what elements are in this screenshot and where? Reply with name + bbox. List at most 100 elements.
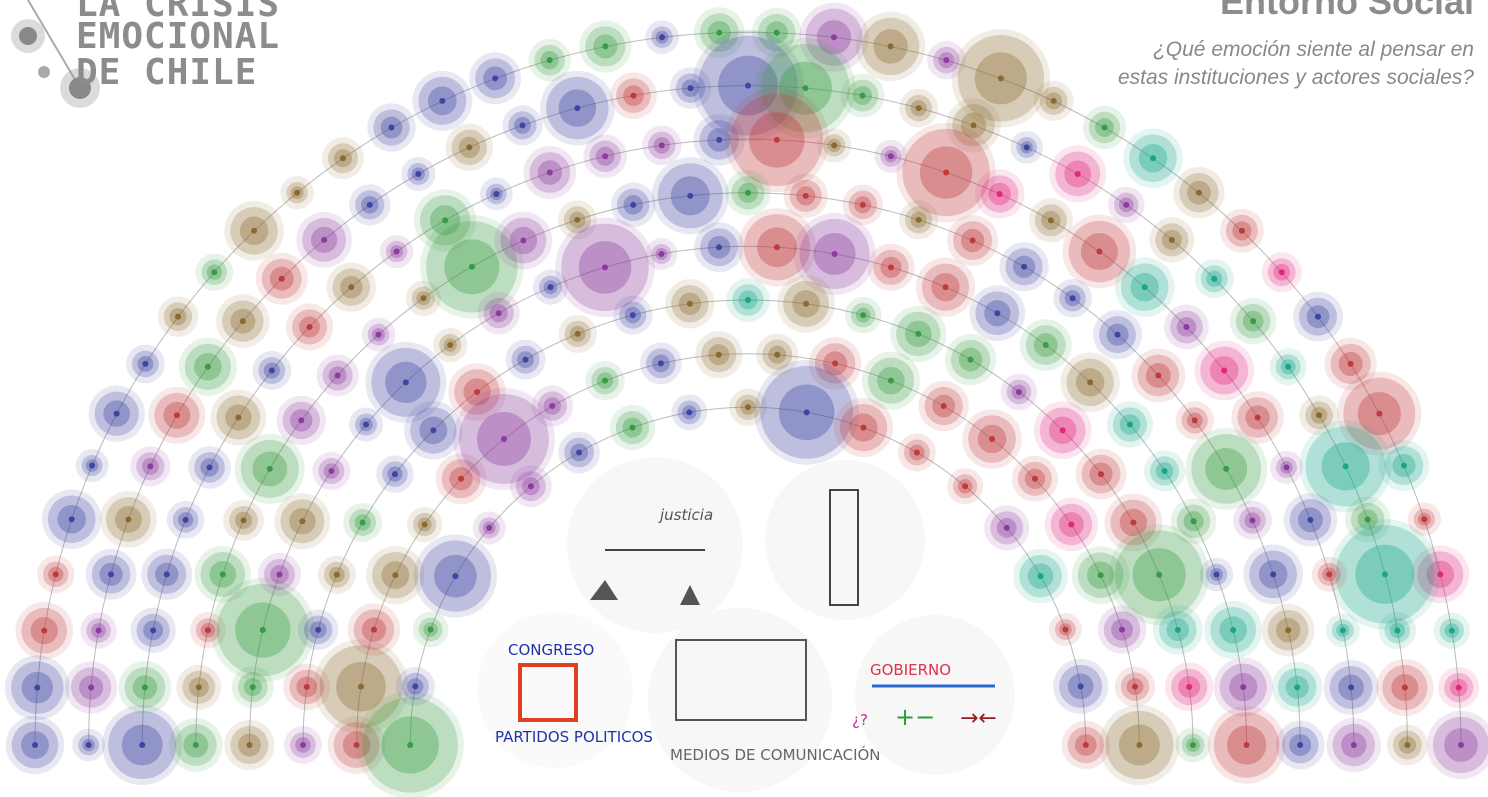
bubble-dot [659, 34, 666, 41]
bubble [671, 394, 708, 431]
bubble-dot [1285, 627, 1292, 634]
bubble [915, 257, 976, 317]
bubble [148, 386, 206, 444]
bubble-dot [412, 683, 419, 690]
bubble [343, 503, 383, 542]
bubble [1053, 658, 1109, 714]
bubble-dot [970, 122, 977, 129]
bubble [72, 728, 106, 762]
bubble [1164, 304, 1209, 350]
bubble [477, 292, 520, 335]
bubble [844, 296, 882, 334]
bubble [1329, 519, 1441, 630]
bubble [840, 73, 885, 118]
bubble-dot [716, 244, 723, 251]
bubble [1344, 496, 1391, 543]
bubble [5, 655, 70, 720]
bubble [1299, 420, 1392, 513]
bubble [361, 317, 396, 352]
bubble [557, 200, 597, 240]
bubble-dot [915, 105, 922, 112]
bubble [326, 262, 377, 312]
bubble [216, 294, 270, 348]
bubble [176, 664, 222, 710]
bubble [5, 715, 65, 775]
bubble [376, 455, 414, 493]
bubble-dot [150, 627, 157, 634]
bubble [984, 505, 1030, 551]
bubble-dot [1316, 412, 1323, 419]
bubble-dot [235, 414, 242, 421]
bubble [1093, 310, 1142, 360]
bubble [918, 380, 969, 432]
bubble [642, 125, 682, 166]
bubble [1075, 448, 1127, 500]
bubble [962, 409, 1022, 469]
bubble-dot [315, 626, 322, 633]
bubble [1283, 493, 1338, 547]
bubble [15, 601, 74, 660]
bubble-dot [519, 122, 526, 129]
bubble-dot [1249, 517, 1256, 524]
bubble [532, 269, 569, 305]
bubble-dot [239, 318, 246, 325]
bubble-dot [1458, 742, 1464, 748]
bubble-dot [773, 29, 780, 36]
arc [34, 31, 1462, 746]
bubble [366, 546, 425, 605]
bubble [297, 609, 339, 651]
bubble-dot [943, 57, 950, 64]
bubble [1082, 105, 1127, 150]
bubble-dot [1364, 516, 1371, 523]
bubble-dot [1278, 269, 1285, 276]
bubble [899, 200, 939, 240]
bubble [168, 718, 223, 772]
bubble [974, 169, 1025, 219]
bubble-dot [1190, 742, 1196, 748]
bubble [41, 489, 102, 549]
bubble-dot [392, 572, 399, 579]
bubble-dot [68, 516, 75, 523]
bubble [946, 98, 1001, 153]
bubble-dot [139, 742, 146, 748]
bubble-dot [1307, 516, 1314, 523]
bubble-dot [832, 360, 839, 367]
bubble [855, 11, 926, 82]
bubble-dot [658, 250, 665, 257]
bubble-dot [495, 310, 502, 317]
bubble [645, 237, 678, 271]
bubble-dot [716, 136, 723, 143]
bubble [1053, 278, 1092, 318]
bubble-dot [357, 683, 364, 690]
bubble-dot [602, 153, 609, 160]
bubble [1293, 291, 1343, 342]
bubble-dot [887, 43, 894, 50]
bubble-dot [574, 216, 581, 223]
bubble [195, 253, 234, 291]
bubble [1143, 450, 1186, 492]
bubble [1044, 497, 1099, 552]
sketch-symbol: →← [960, 706, 997, 731]
bubble [1194, 340, 1255, 401]
bubble-dot [366, 201, 373, 208]
bubble-dot [1021, 263, 1028, 270]
bubble [799, 2, 869, 72]
bubble [1243, 544, 1303, 605]
bubble-dot [1186, 683, 1193, 690]
bubble [1386, 724, 1428, 766]
bubble-dot [468, 263, 475, 270]
bubble [367, 103, 416, 152]
bubble [1149, 217, 1195, 263]
bubble [1049, 145, 1107, 203]
bubble-dot [687, 192, 694, 199]
bubble-dot [1183, 323, 1190, 330]
bubble-dot [363, 421, 370, 428]
bubble-dot [1098, 471, 1105, 478]
bubble [1261, 603, 1315, 657]
bubble [224, 201, 284, 261]
bubble [1311, 556, 1347, 592]
bubble [189, 612, 226, 649]
bubble-dot [1404, 742, 1411, 748]
bubble-dot [601, 264, 608, 271]
bubble [531, 385, 573, 427]
